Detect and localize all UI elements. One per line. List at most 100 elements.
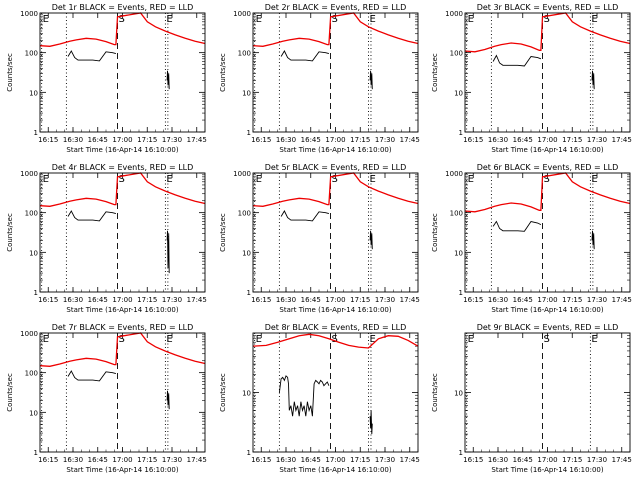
marker-label: E	[166, 14, 172, 25]
x-tick-label: 16:45	[88, 136, 108, 144]
y-tick-label: 10	[454, 89, 463, 97]
marker-label: E	[591, 174, 597, 185]
x-tick-label: 17:15	[137, 136, 157, 144]
chart-panel-3: Det 3r BLACK = Events, RED = LLD Counts/s…	[431, 3, 632, 154]
x-tick-label: 17:00	[112, 296, 132, 304]
events-series-line	[166, 230, 170, 274]
y-tick-label: 1	[34, 449, 38, 457]
plot-frame	[464, 12, 631, 133]
events-series-line	[278, 375, 330, 417]
marker-label: S	[119, 14, 125, 25]
lld-series-line	[252, 172, 419, 207]
plot-frame	[39, 12, 206, 133]
x-tick-label: 16:15	[38, 136, 58, 144]
x-tick-label: 17:15	[350, 136, 370, 144]
chart-title: Det 1r BLACK = Events, RED = LLD	[52, 3, 194, 12]
chart-panel-4: Det 4r BLACK = Events, RED = LLD Counts/s…	[6, 163, 207, 314]
x-tick-label: 16:45	[513, 136, 533, 144]
x-tick-label: 16:30	[63, 456, 83, 464]
x-tick-label: 17:15	[562, 136, 582, 144]
x-axis-label: Start Time (16-Apr-14 16:10:00)	[66, 146, 178, 154]
y-tick-label: 1000	[20, 10, 38, 18]
marker-label: E	[468, 334, 474, 345]
x-tick-label: 17:00	[537, 296, 557, 304]
plot-frame	[252, 12, 419, 133]
x-tick-label: 16:30	[488, 136, 508, 144]
y-tick-label: 1000	[20, 170, 38, 178]
x-tick-label: 17:45	[400, 456, 420, 464]
lld-series-line	[464, 172, 631, 213]
y-axis-label: Counts/sec	[219, 213, 227, 252]
x-axis-label: Start Time (16-Apr-14 16:10:00)	[279, 466, 391, 474]
events-series-line	[591, 230, 595, 250]
chart-panel-6: Det 6r BLACK = Events, RED = LLD Counts/s…	[431, 163, 632, 314]
x-tick-label: 17:15	[350, 456, 370, 464]
events-series-line	[67, 370, 117, 382]
lld-series-line	[39, 12, 206, 47]
plot-frame	[252, 172, 419, 293]
marker-label: E	[256, 334, 262, 345]
y-axis-label: Counts/sec	[431, 373, 439, 412]
x-tick-label: 17:30	[162, 136, 182, 144]
y-tick-label: 1	[34, 129, 38, 137]
lld-series-line	[252, 12, 419, 47]
chart-title: Det 6r BLACK = Events, RED = LLD	[477, 163, 619, 172]
x-tick-label: 16:45	[88, 456, 108, 464]
x-tick-label: 17:00	[537, 456, 557, 464]
lld-series-line	[39, 332, 206, 367]
marker-label: E	[43, 14, 49, 25]
events-series-line	[166, 70, 170, 90]
x-tick-label: 17:15	[137, 296, 157, 304]
y-axis-label: Counts/sec	[6, 53, 14, 92]
x-tick-label: 16:45	[513, 456, 533, 464]
y-tick-label: 10	[454, 390, 463, 398]
events-series-line	[591, 70, 595, 90]
chart-panel-1: Det 1r BLACK = Events, RED = LLD Counts/s…	[6, 3, 207, 154]
chart-panel-7: Det 7r BLACK = Events, RED = LLD Counts/s…	[6, 323, 207, 474]
x-tick-label: 16:45	[88, 296, 108, 304]
y-tick-label: 10	[242, 390, 251, 398]
x-tick-label: 16:45	[301, 136, 321, 144]
y-axis-label: Counts/sec	[431, 53, 439, 92]
chart-panel-8: Det 8r BLACK = Events, RED = LLD Counts/s…	[219, 323, 420, 474]
chart-panel-5: Det 5r BLACK = Events, RED = LLD Counts/s…	[219, 163, 420, 314]
events-series-line	[280, 50, 330, 62]
x-tick-label: 17:30	[587, 456, 607, 464]
x-tick-label: 17:00	[112, 136, 132, 144]
x-tick-label: 16:15	[251, 296, 271, 304]
y-tick-label: 1	[459, 289, 463, 297]
marker-label: E	[43, 174, 49, 185]
marker-label: E	[166, 174, 172, 185]
events-series-line	[67, 210, 117, 222]
x-tick-label: 16:15	[463, 136, 483, 144]
y-tick-label: 1000	[233, 10, 251, 18]
x-tick-label: 17:45	[612, 136, 632, 144]
plot-frame	[252, 332, 419, 453]
x-tick-label: 17:15	[562, 296, 582, 304]
x-tick-label: 17:00	[325, 456, 345, 464]
x-tick-label: 16:30	[63, 136, 83, 144]
x-tick-label: 17:30	[375, 296, 395, 304]
y-axis-label: Counts/sec	[219, 373, 227, 412]
x-tick-label: 17:45	[612, 456, 632, 464]
x-tick-label: 16:30	[488, 456, 508, 464]
x-tick-label: 16:45	[301, 296, 321, 304]
y-tick-label: 1	[34, 289, 38, 297]
x-tick-label: 16:15	[463, 456, 483, 464]
events-series-line	[67, 50, 117, 62]
plot-frame	[39, 332, 206, 453]
chart-title: Det 3r BLACK = Events, RED = LLD	[477, 3, 619, 12]
marker-label: E	[166, 334, 172, 345]
marker-label: E	[591, 14, 597, 25]
x-tick-label: 17:45	[612, 296, 632, 304]
marker-label: S	[332, 174, 338, 185]
x-tick-label: 17:00	[112, 456, 132, 464]
chart-title: Det 7r BLACK = Events, RED = LLD	[52, 323, 194, 332]
y-tick-label: 1000	[233, 170, 251, 178]
x-tick-label: 17:15	[562, 456, 582, 464]
marker-label: E	[43, 334, 49, 345]
x-axis-label: Start Time (16-Apr-14 16:10:00)	[491, 306, 603, 314]
y-tick-label: 100	[238, 50, 251, 58]
events-series-line	[492, 54, 542, 67]
y-tick-label: 100	[25, 370, 38, 378]
